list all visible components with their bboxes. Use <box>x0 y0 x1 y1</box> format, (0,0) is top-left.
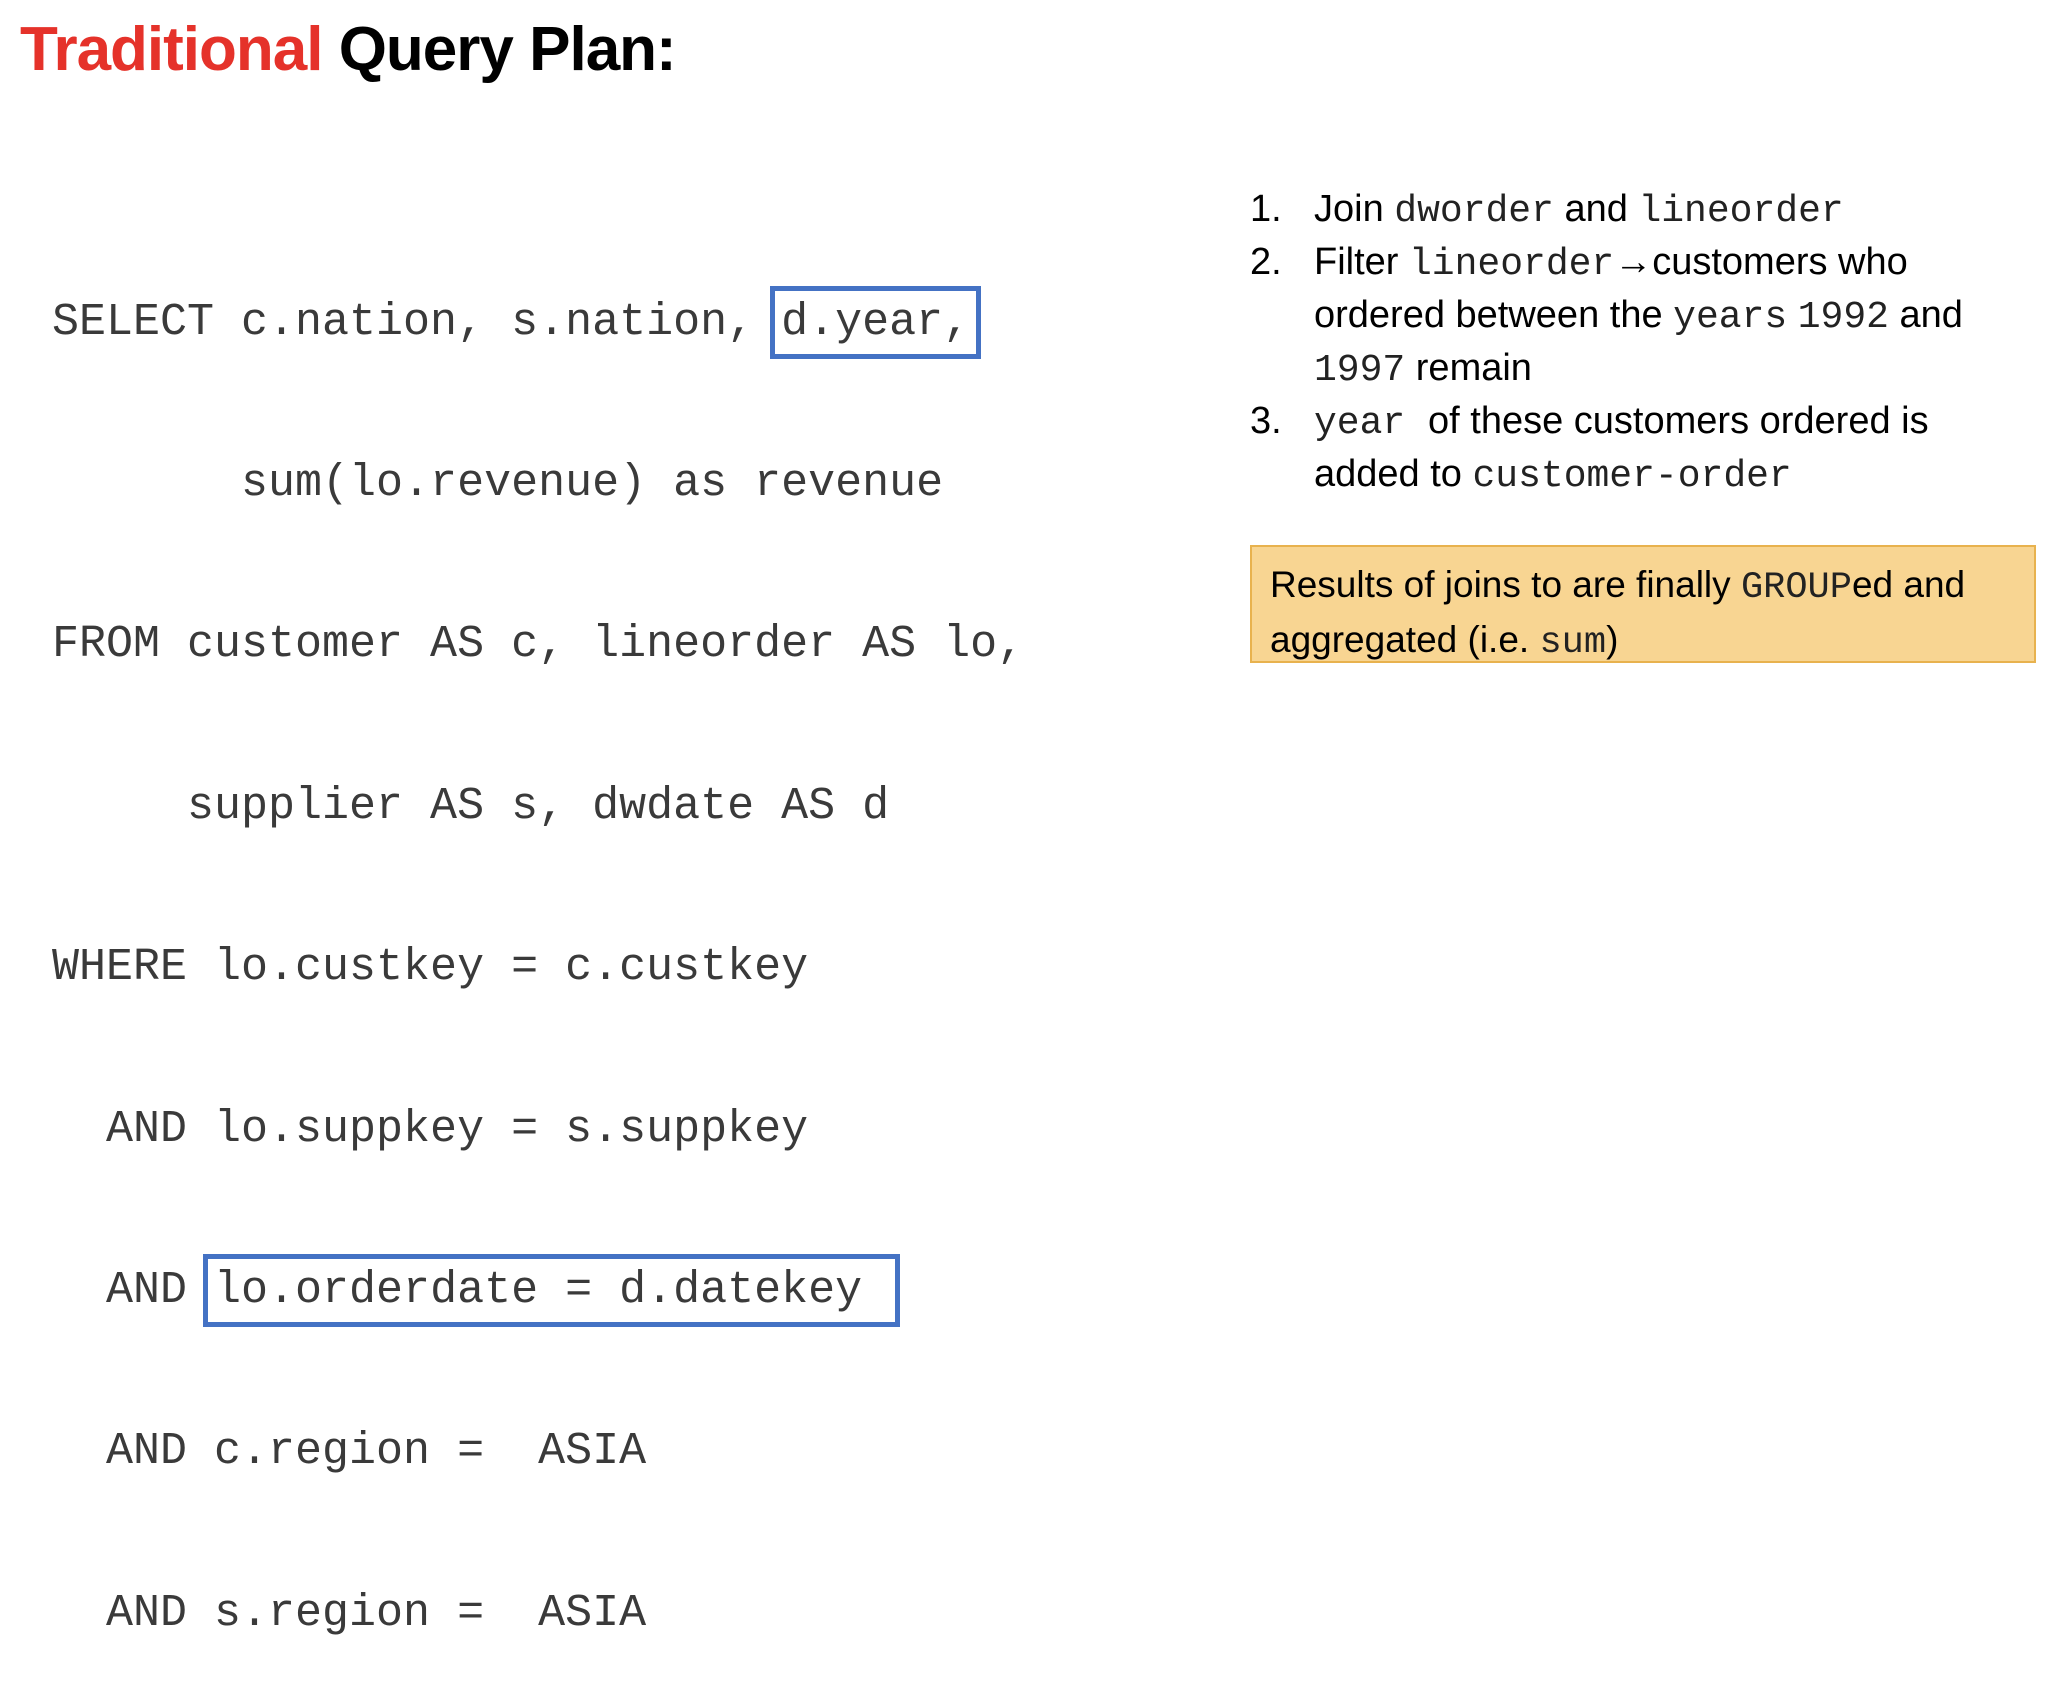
step-filter: 2. Filter lineorder → customers who orde… <box>1250 237 2040 396</box>
step-code: dworder <box>1394 190 1554 233</box>
sql-line-suppkey: AND lo.suppkey = s.suppkey <box>52 1103 809 1155</box>
sql-line-sum: sum(lo.revenue) as revenue <box>52 457 944 509</box>
sql-line-where: WHERE lo.custkey = c.custkey <box>52 942 809 994</box>
step-text: Join <box>1314 188 1395 230</box>
sql-query-block: SELECT c.nation, s.nation, d.year, sum(l… <box>52 188 1105 1700</box>
results-note-box: Results of joins to are finally GROUPed … <box>1250 545 2036 664</box>
sql-line-s-region: AND s.region = ASIA <box>52 1587 647 1639</box>
step-code: customer-order <box>1472 455 1792 498</box>
right-arrow-icon: → <box>1614 241 1653 283</box>
sql-text: SELECT c.nation, s.nation, <box>52 296 755 348</box>
step-text: Filter <box>1314 241 1409 283</box>
sql-line-from-cont: supplier AS s, dwdate AS d <box>52 780 890 832</box>
step-text: customers who ordered between the <box>1314 241 1908 336</box>
step-text: of these customers ordered is added to <box>1314 400 1929 495</box>
sql-line-c-region: AND c.region = ASIA <box>52 1426 647 1478</box>
note-text: ) <box>1606 619 1619 660</box>
step-code: year <box>1314 402 1429 445</box>
step-number: 3. <box>1250 400 1282 442</box>
step-code: lineorder <box>1638 190 1844 233</box>
sql-text: AND <box>52 1264 215 1316</box>
note-code: GROUP <box>1740 567 1852 609</box>
sql-highlight-orderdate-join: lo.orderdate = d.datekey <box>203 1253 901 1327</box>
step-text <box>1787 294 1798 336</box>
step-join: 1. Join dworder and lineorder <box>1250 184 2040 237</box>
step-text: and <box>1888 294 1963 336</box>
sql-line-orderdate: AND lo.orderdate = d.datekey <box>52 1253 1105 1327</box>
sql-highlight-year-select: d.year, <box>770 285 982 359</box>
sql-line-from: FROM customer AS c, lineorder AS lo, <box>52 619 1025 671</box>
step-code: years <box>1673 296 1788 339</box>
step-text: remain <box>1405 347 1532 389</box>
step-number: 2. <box>1250 241 1282 283</box>
query-plan-steps: 1. Join dworder and lineorder 2. Filter … <box>1250 184 2040 502</box>
note-code: sum <box>1539 622 1607 664</box>
sql-line-select: SELECT c.nation, s.nation, d.year, <box>52 285 1105 359</box>
title-accent: Traditional <box>20 15 323 84</box>
title-rest: Query Plan: <box>322 15 677 84</box>
note-text: Results of joins to are finally <box>1270 564 1741 605</box>
slide-title: Traditional Query Plan: <box>20 14 677 85</box>
step-code: 1992 <box>1797 296 1889 339</box>
step-add-year: 3. year of these customers ordered is ad… <box>1250 396 2040 502</box>
step-code: lineorder <box>1409 243 1615 286</box>
step-text: and <box>1553 188 1639 230</box>
step-number: 1. <box>1250 188 1282 230</box>
step-code: 1997 <box>1314 349 1406 392</box>
note-text: ed and aggregated (i.e. <box>1270 564 1966 660</box>
